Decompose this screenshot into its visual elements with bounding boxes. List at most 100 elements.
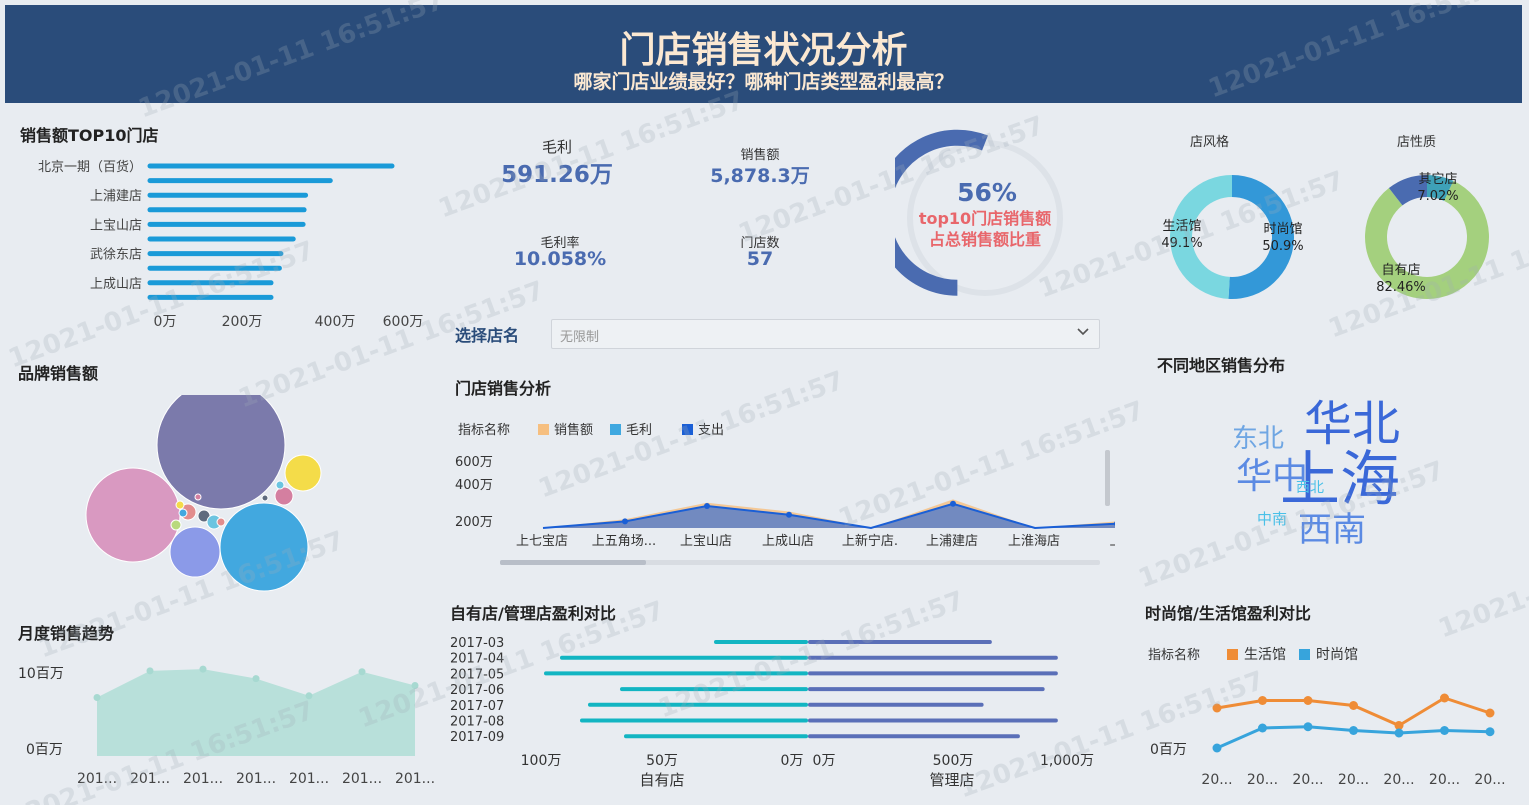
sc-point-fashion: [1485, 727, 1495, 737]
sales-label: 销售额: [740, 148, 780, 163]
om-month-label: 2017-04: [450, 652, 504, 667]
brand-bubble: [156, 395, 286, 510]
sc-legend-label: 生活馆: [1244, 647, 1286, 663]
top10-x-tick: 600万: [383, 314, 424, 330]
donut-slice-pct: 7.02%: [1417, 189, 1458, 204]
store-x-tick: 上五角场...: [592, 534, 656, 549]
store-legend-title: 指标名称: [458, 422, 510, 438]
donut-slice: [1228, 175, 1295, 299]
sc-x-tick: 20...: [1429, 772, 1460, 788]
donut-slice: [1170, 175, 1232, 299]
sc-point-life: [1349, 701, 1358, 710]
store-x-tick: 上淮海店: [1008, 534, 1060, 549]
sc-legend-swatch: [1299, 649, 1310, 660]
own-axis-label: 自有店: [639, 771, 684, 789]
monthly-point: [93, 694, 101, 702]
monthly-x-tick: 201...: [289, 771, 329, 787]
donut-slice: [1365, 180, 1489, 299]
store-x-tick: 上成山店: [762, 534, 814, 549]
gross-profit-value: 591.26万: [501, 162, 613, 188]
top10-store-label: 上浦建店: [90, 189, 142, 204]
brand-bubble: [284, 454, 322, 492]
sc-point-life: [1303, 696, 1313, 705]
brand-bubble: [175, 500, 185, 510]
expense-point: [950, 500, 956, 507]
donut-slice-pct: 82.46%: [1376, 280, 1426, 295]
sc-legend-swatch: [1227, 649, 1238, 660]
store-x-tick: 上宝山店: [680, 534, 732, 549]
page-title: 门店销售状况分析: [619, 30, 908, 71]
om-month-label: 2017-09: [450, 730, 504, 745]
sc-point-fashion: [1349, 726, 1358, 735]
monthly-point: [199, 665, 207, 673]
page-subtitle: 哪家门店业绩最好？哪种门店类型盈利最高？: [573, 71, 954, 93]
brand-bubble: [219, 502, 309, 592]
brand-bubble: [170, 519, 182, 531]
donut-slice: [1427, 175, 1454, 201]
sc-x-tick: 20...: [1247, 772, 1278, 788]
sc-x-tick: 20...: [1383, 772, 1414, 788]
store-select[interactable]: 无限制: [551, 319, 1100, 349]
chevron-down-icon[interactable]: [1075, 323, 1091, 343]
region-word: 西北: [1296, 480, 1324, 496]
store-legend-label: 销售额: [554, 422, 593, 438]
monthly-point: [358, 668, 366, 676]
managed-x-tick: 500万: [933, 753, 974, 769]
top10-store-label: 上宝山店: [90, 218, 142, 233]
om-month-label: 2017-07: [450, 699, 504, 714]
own-managed-chart: 2017-032017-042017-052017-062017-072017-…: [450, 636, 1094, 789]
monthly-x-tick: 201...: [342, 771, 382, 787]
sc-x-tick: 20...: [1201, 772, 1232, 788]
sc-point-life: [1212, 703, 1222, 713]
brand-bubble: [194, 493, 202, 501]
gross-profit-label: 毛利: [541, 138, 572, 156]
store-style-title: 店风格: [1190, 135, 1230, 150]
sc-x-tick: 20...: [1474, 772, 1505, 788]
managed-x-tick: 0万: [813, 753, 836, 769]
expense-line: [542, 502, 1115, 530]
store-y-tick: 400万: [455, 478, 493, 493]
monthly-x-tick: 201...: [236, 771, 276, 787]
donut-slice-pct: 50.9%: [1262, 239, 1303, 254]
sc-point-fashion: [1394, 728, 1404, 738]
sc-point-fashion: [1258, 723, 1267, 733]
stores-value: 57: [746, 248, 774, 270]
store-y-tick: 200万: [455, 515, 493, 530]
sc-y-tick: 0百万: [1150, 742, 1187, 758]
brand-bubble: [169, 526, 221, 578]
own-x-tick: 0万: [781, 753, 804, 769]
donut-slice-label: 生活馆: [1162, 219, 1201, 234]
region-title: 不同地区销售分布: [1157, 356, 1286, 375]
monthly-x-tick: 201...: [77, 771, 117, 787]
store-nature-donut: 其它店 7.02% 自有店 82.46%: [1365, 171, 1489, 299]
region-word: 上海: [1280, 445, 1400, 515]
sales-value: 5,878.3万: [710, 165, 810, 187]
top10-title: 销售额TOP10门店: [20, 126, 159, 145]
store-nature-title: 店性质: [1397, 135, 1437, 150]
expense-point: [622, 518, 628, 525]
own-x-tick: 50万: [646, 753, 678, 769]
store-legend-swatch: [610, 424, 621, 435]
store-x-tick: 上新宁店.: [842, 533, 898, 549]
donut-slice-label: 时尚馆: [1263, 222, 1302, 237]
v-scrollbar-thumb: [1105, 450, 1110, 506]
monthly-x-tick: 201...: [183, 771, 223, 787]
margin-value: 10.058%: [513, 248, 607, 270]
managed-axis-label: 管理店: [929, 771, 974, 789]
sc-point-life: [1394, 721, 1404, 730]
brand-bubble: [216, 517, 226, 527]
store-x-tick: 上: [1109, 534, 1115, 549]
sc-point-fashion: [1212, 743, 1222, 753]
brand-bubble: [178, 508, 188, 518]
style-compare-title: 时尚馆/生活馆盈利对比: [1145, 604, 1311, 623]
sc-point-fashion: [1303, 722, 1313, 732]
top10-x-tick: 200万: [222, 314, 263, 330]
sc-legend-label: 时尚馆: [1316, 647, 1358, 663]
monthly-y-tick: 10百万: [18, 666, 64, 682]
monthly-point: [146, 667, 154, 675]
top10-x-tick: 0万: [154, 314, 177, 330]
